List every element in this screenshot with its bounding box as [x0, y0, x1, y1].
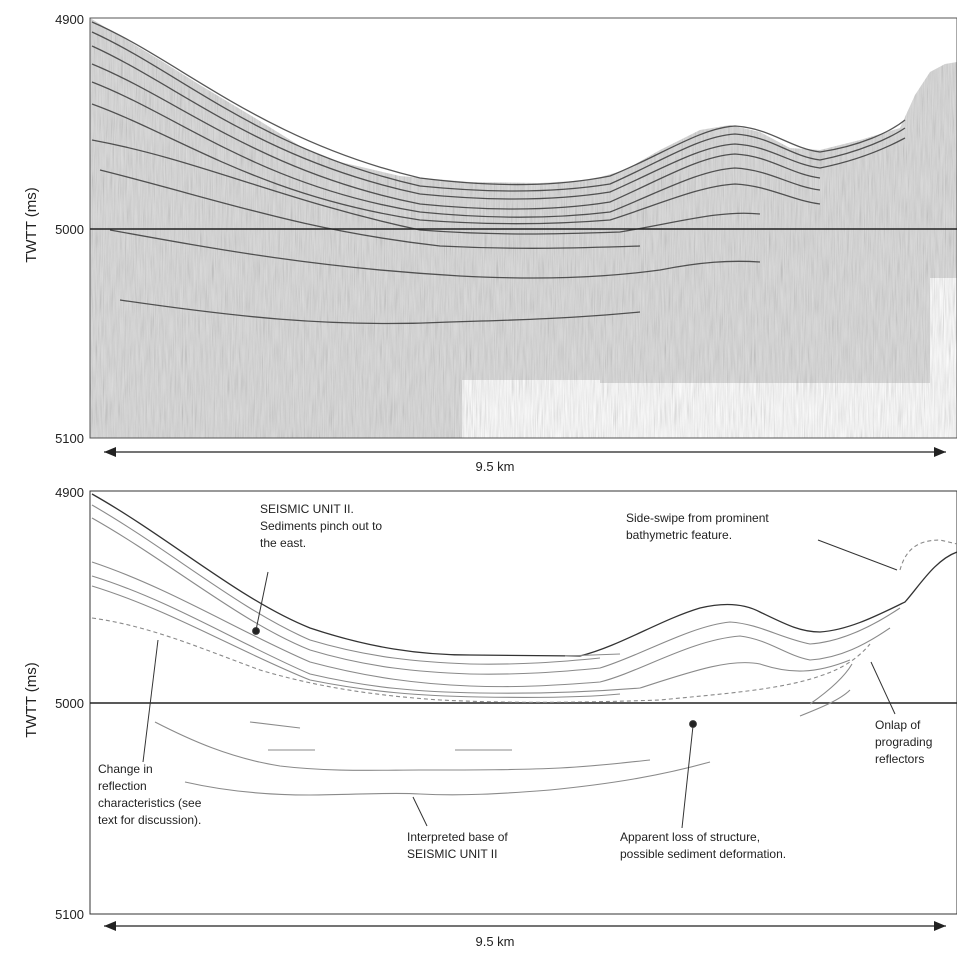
- top-panel-frame: [89, 17, 957, 439]
- seismic-image: [90, 18, 957, 438]
- annotation-change-reflection: Change in reflection characteristics (se…: [98, 762, 205, 827]
- horizon: [91, 585, 621, 698]
- top-tick-5100: 5100: [55, 431, 84, 446]
- pin-dot: [252, 627, 260, 635]
- horizon-segment: [809, 663, 853, 705]
- dashed-horizon: [91, 617, 871, 703]
- annotation-seismic-unit: SEISMIC UNIT II. Sediments pinch out to …: [260, 502, 385, 550]
- bottom-tick-5100: 5100: [55, 907, 84, 922]
- horizon-segment: [799, 689, 851, 717]
- base-unit-horizon: [184, 761, 711, 796]
- bottom-tick-4900: 4900: [55, 485, 84, 500]
- interpreted-horizons: [91, 493, 957, 796]
- seismic-profile-panel: 4900 5000 5100 TWTT (ms) 9.5 km: [23, 12, 957, 474]
- interpretation-panel: SEISMIC UNIT II. Sediments pinch out to …: [23, 485, 957, 949]
- water-column: [90, 18, 957, 183]
- top-y-axis-label: TWTT (ms): [23, 187, 40, 263]
- bottom-tick-5000: 5000: [55, 696, 84, 711]
- annotation-apparent-loss: Apparent loss of structure, possible sed…: [620, 830, 786, 861]
- bottom-y-axis-label: TWTT (ms): [23, 662, 40, 738]
- horizon: [91, 517, 901, 675]
- leader-lines: [142, 539, 898, 829]
- seafloor-horizon: [91, 493, 957, 657]
- bottom-scale-bar: 9.5 km: [104, 921, 946, 949]
- horizon: [91, 575, 851, 694]
- horizon: [91, 504, 601, 665]
- top-tick-4900: 4900: [55, 12, 84, 27]
- deep-horizon: [154, 721, 651, 771]
- pin-dot: [689, 720, 697, 728]
- seismic-reflectors: [91, 21, 906, 325]
- annotation-interpreted-base: Interpreted base of SEISMIC UNIT II: [407, 830, 511, 861]
- dashed-side-swipe: [899, 539, 957, 571]
- horizon-segment: [564, 653, 621, 657]
- bottom-scale-label: 9.5 km: [475, 934, 514, 949]
- annotation-onlap: Onlap of prograding reflectors: [875, 718, 936, 766]
- annotation-side-swipe: Side-swipe from prominent bathymetric fe…: [626, 511, 772, 542]
- top-scale-bar: 9.5 km: [104, 447, 946, 474]
- horizon: [91, 561, 891, 688]
- horizon-segment: [249, 721, 301, 729]
- top-scale-label: 9.5 km: [475, 459, 514, 474]
- top-tick-5000: 5000: [55, 222, 84, 237]
